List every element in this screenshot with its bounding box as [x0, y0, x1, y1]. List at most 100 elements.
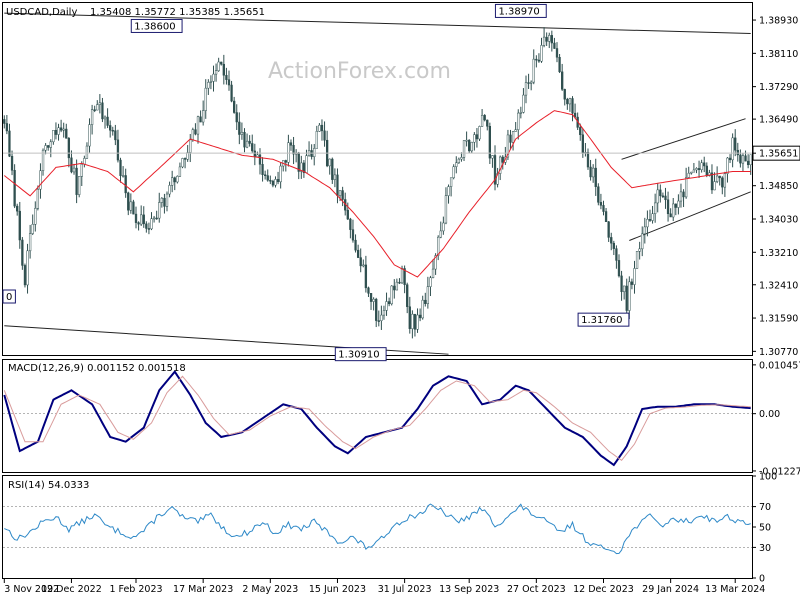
- candle-body: [31, 224, 34, 234]
- candle-body: [664, 195, 667, 201]
- candle-body: [178, 166, 182, 177]
- candle-body: [204, 87, 207, 111]
- time-tick-label: 27 Oct 2023: [507, 584, 566, 595]
- time-tick-label: 29 Jan 2024: [642, 584, 699, 595]
- candle-body: [279, 165, 282, 183]
- level-label-0: 1.38600: [134, 21, 175, 32]
- candle-body: [483, 115, 486, 121]
- rsi-tick-label: 50: [759, 523, 771, 534]
- candle-body: [266, 175, 269, 181]
- rsi-tick-label: 100: [759, 472, 777, 483]
- candle-body: [269, 179, 272, 182]
- candle-body: [227, 79, 231, 86]
- candle-body: [710, 172, 714, 191]
- channel-line-3: [629, 191, 751, 241]
- candle-body: [36, 188, 40, 209]
- candle-body: [674, 203, 677, 208]
- time-tick-label: 31 Jul 2023: [378, 584, 432, 595]
- price-tick-label: 1.35651: [759, 149, 798, 160]
- candle-body: [243, 131, 246, 148]
- candle-body: [238, 121, 241, 135]
- candle-body: [511, 131, 515, 143]
- candle-body: [372, 298, 375, 302]
- candle-body: [140, 214, 143, 225]
- candle-body: [96, 104, 99, 111]
- candle-body: [535, 58, 538, 61]
- candle-body: [478, 126, 481, 140]
- candle-body: [137, 222, 140, 225]
- candle-body: [44, 145, 47, 151]
- price-tick-label: 1.33210: [759, 248, 798, 259]
- candle-body: [579, 127, 582, 136]
- candle-body: [362, 264, 365, 267]
- candle-body: [462, 140, 466, 158]
- candle-body: [8, 130, 11, 157]
- candle-body: [739, 154, 742, 164]
- candle-body: [617, 260, 621, 277]
- candle-body: [315, 131, 318, 149]
- candle-body: [331, 158, 334, 180]
- candle-body: [532, 58, 535, 83]
- candle-body: [305, 155, 308, 173]
- candle-body: [594, 167, 597, 187]
- candle-body: [287, 142, 290, 163]
- price-tick-label: 1.38110: [759, 49, 798, 60]
- candle-body: [731, 137, 734, 161]
- candle-body: [697, 168, 701, 170]
- candle-body: [460, 157, 463, 160]
- time-tick-label: 12 Dec 2023: [573, 584, 634, 595]
- candle-body: [230, 84, 233, 102]
- candle-body: [189, 139, 192, 153]
- candle-body: [194, 129, 197, 135]
- candle-body: [109, 125, 112, 131]
- candle-body: [571, 98, 574, 114]
- candle-body: [669, 213, 672, 218]
- candle-body: [90, 109, 94, 125]
- candle-body: [220, 61, 223, 65]
- candle-body: [333, 174, 337, 180]
- candle-body: [411, 313, 414, 329]
- macd-tick-label: -0.012276: [759, 466, 800, 477]
- candle-body: [558, 57, 561, 73]
- candle-body: [196, 116, 200, 135]
- level-label-box: [494, 3, 547, 18]
- candle-body: [328, 158, 331, 167]
- candle-body: [661, 195, 665, 198]
- candle-body: [677, 200, 680, 208]
- candle-body: [382, 310, 386, 316]
- candle-body: [713, 181, 716, 191]
- macd-line: [3, 370, 751, 467]
- candle-body: [49, 141, 52, 148]
- candle-body: [682, 191, 685, 198]
- candle-body: [736, 149, 739, 156]
- candle-body: [455, 162, 458, 167]
- candle-body: [85, 145, 89, 159]
- candle-body: [672, 203, 675, 218]
- level-label-box: [130, 18, 183, 33]
- candle-body: [398, 281, 401, 284]
- candle-body: [442, 222, 445, 232]
- candle-body: [93, 109, 96, 111]
- macd-title: MACD(12,26,9) 0.001152 0.001518: [8, 363, 186, 374]
- candle-body: [527, 82, 530, 84]
- candle-body: [501, 156, 504, 163]
- candle-body: [338, 190, 342, 196]
- time-tick-label: 17 Mar 2023: [173, 584, 233, 595]
- candle-body: [406, 284, 409, 307]
- candle-body: [88, 124, 91, 147]
- candle-body: [385, 301, 388, 311]
- candle-body: [349, 218, 352, 230]
- candle-body: [592, 167, 595, 178]
- candle-body: [659, 189, 662, 197]
- candle-body: [690, 171, 693, 174]
- candle-body: [555, 48, 559, 58]
- candle-body: [261, 164, 264, 175]
- candle-body: [449, 177, 453, 187]
- candle-body: [424, 299, 427, 304]
- symbol-title: USDCAD,Daily: [6, 7, 77, 18]
- candle-body: [297, 152, 300, 172]
- candle-body: [292, 145, 295, 155]
- candle-body: [181, 158, 184, 168]
- candle-body: [111, 130, 114, 132]
